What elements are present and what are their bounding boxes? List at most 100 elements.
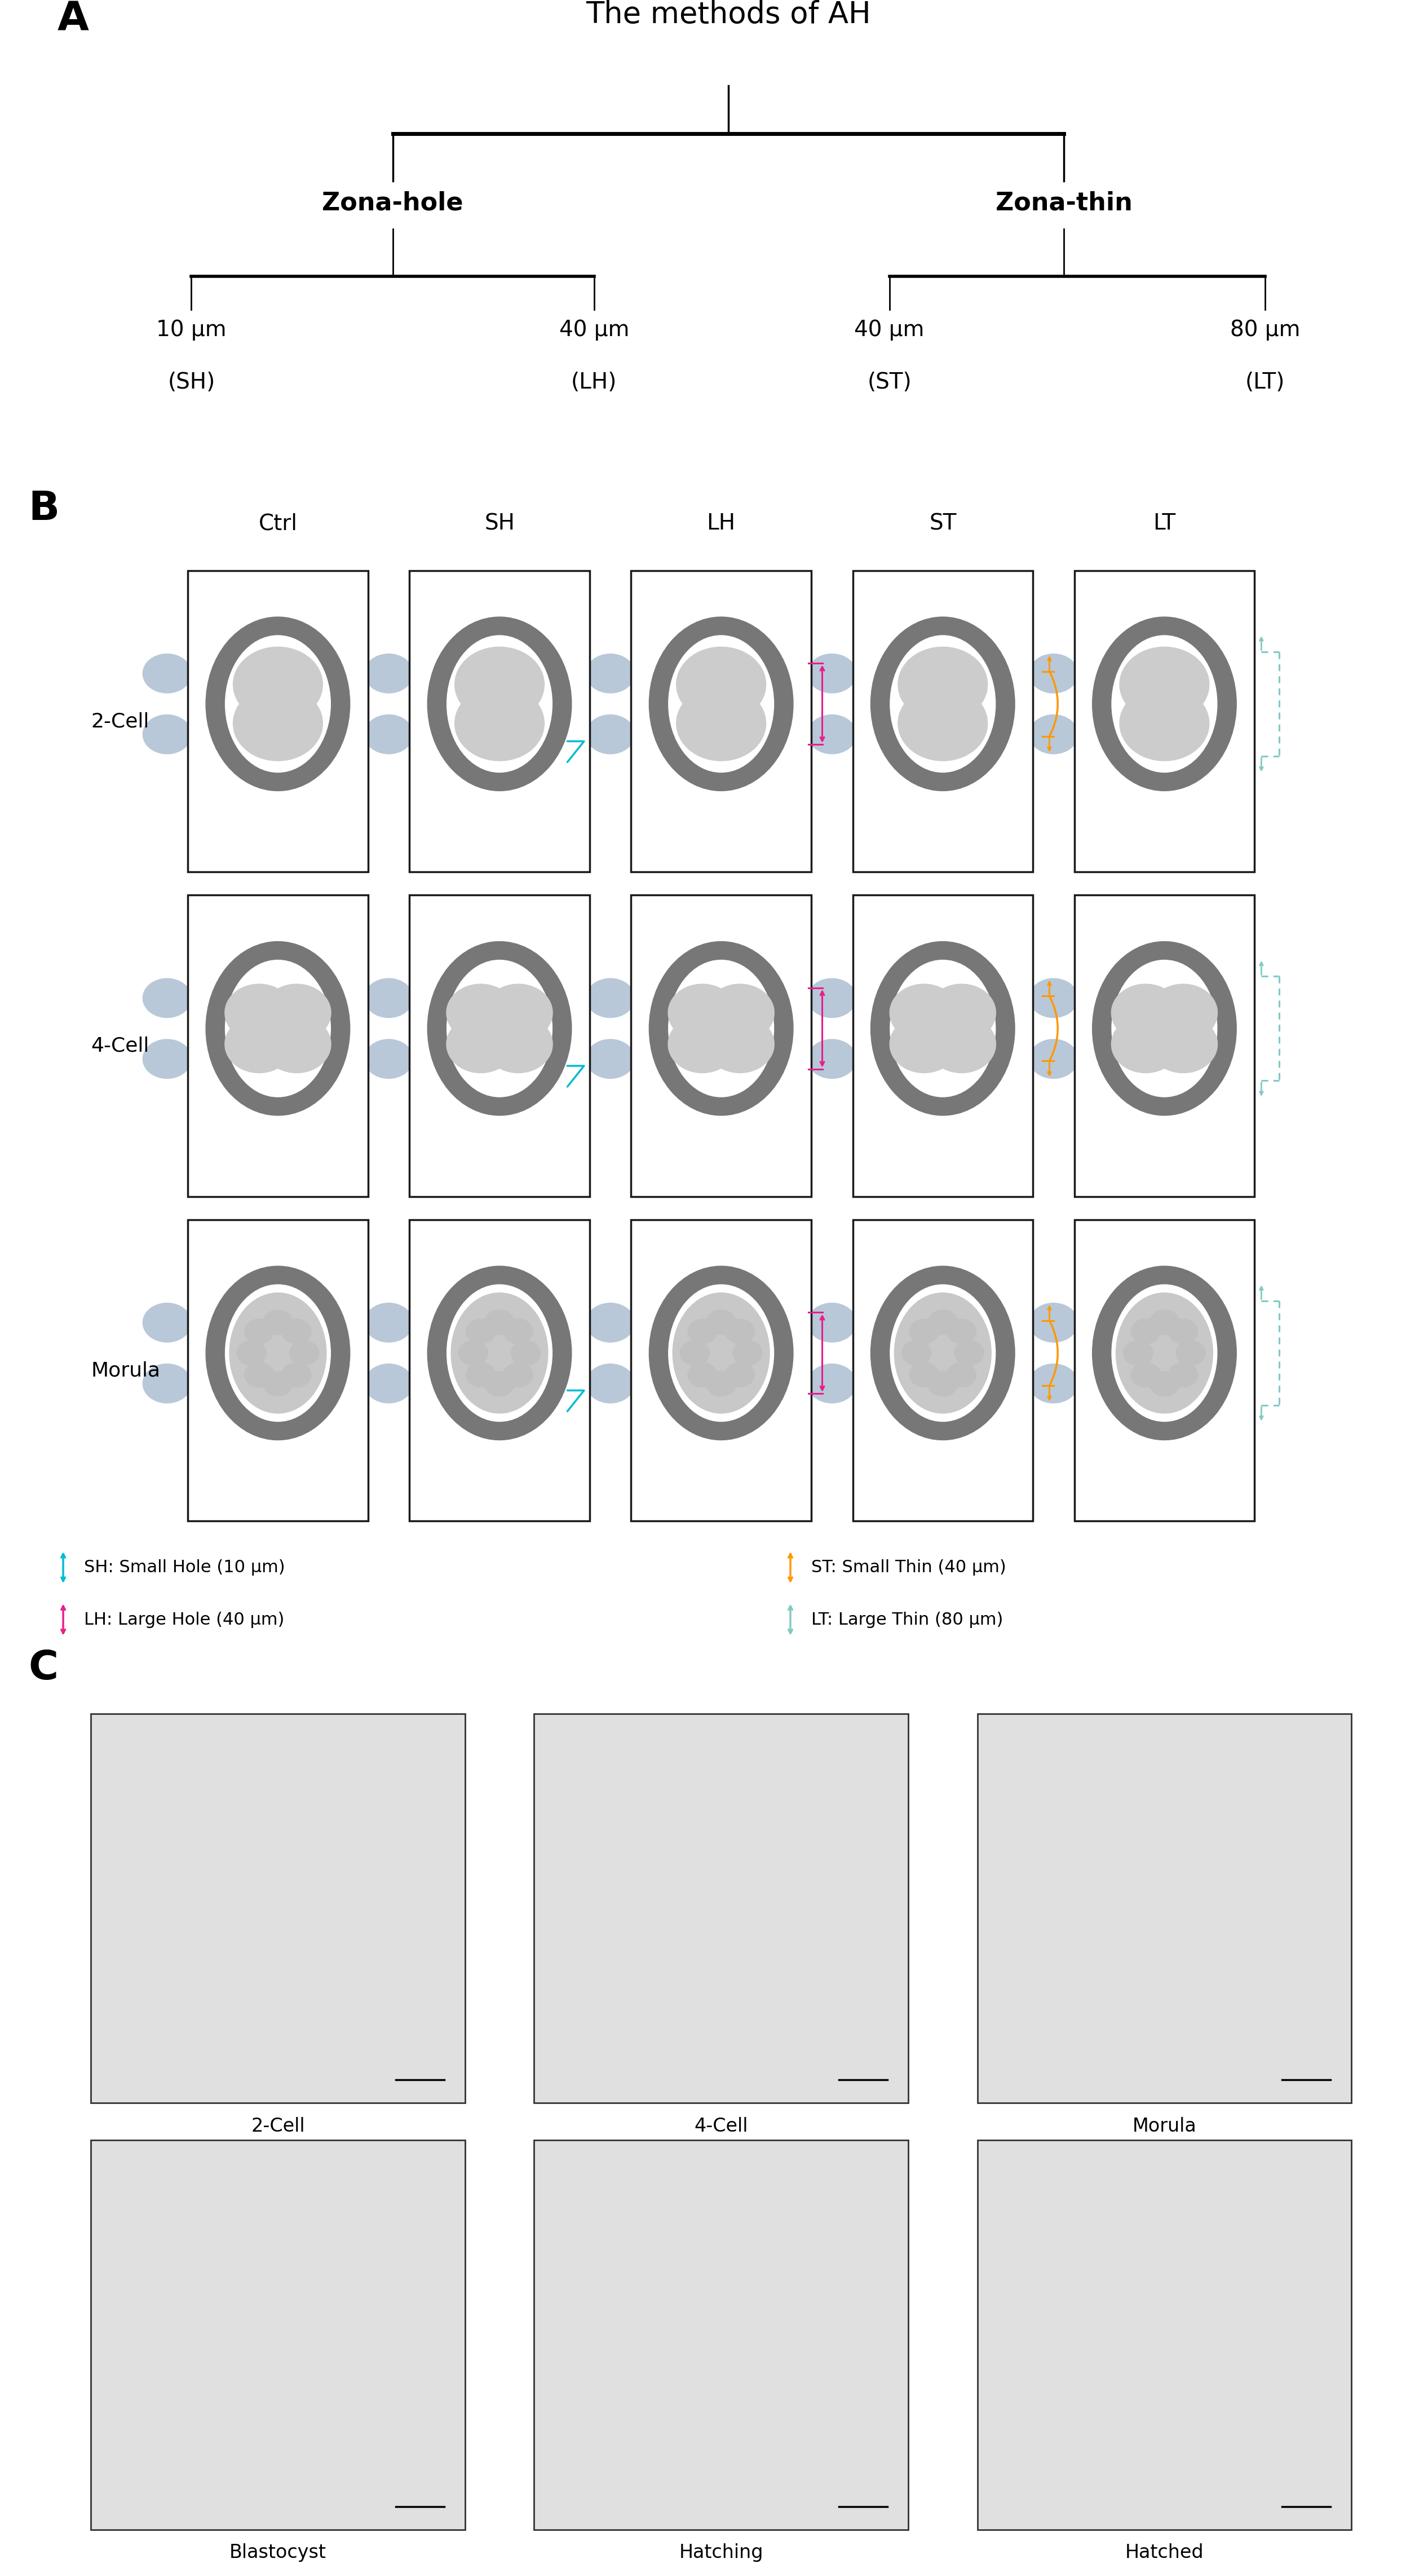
Ellipse shape bbox=[808, 714, 857, 755]
Ellipse shape bbox=[1030, 979, 1078, 1018]
Text: 4-Cell: 4-Cell bbox=[91, 1036, 149, 1056]
Text: SH: Small Hole (10 μm): SH: Small Hole (10 μm) bbox=[84, 1558, 286, 1577]
Text: Blastocyst: Blastocyst bbox=[230, 2543, 327, 2563]
Ellipse shape bbox=[206, 616, 350, 791]
Text: C: C bbox=[29, 1649, 59, 1687]
Text: The methods of AH: The methods of AH bbox=[585, 0, 871, 28]
Circle shape bbox=[890, 1015, 958, 1072]
Ellipse shape bbox=[1112, 1285, 1217, 1422]
Bar bbox=[977, 2141, 1351, 2530]
Ellipse shape bbox=[427, 1265, 571, 1440]
Ellipse shape bbox=[143, 1363, 191, 1404]
Circle shape bbox=[928, 1311, 958, 1334]
Circle shape bbox=[928, 1370, 958, 1396]
Circle shape bbox=[458, 1340, 488, 1365]
Text: Morula: Morula bbox=[1132, 2117, 1197, 2136]
Bar bbox=[1074, 569, 1254, 871]
Text: (LT): (LT) bbox=[1245, 371, 1285, 394]
Text: (ST): (ST) bbox=[867, 371, 911, 394]
Text: 2-Cell: 2-Cell bbox=[91, 711, 149, 732]
Text: Morula: Morula bbox=[91, 1360, 160, 1381]
Ellipse shape bbox=[1092, 1265, 1237, 1440]
Ellipse shape bbox=[143, 714, 191, 755]
Circle shape bbox=[454, 647, 544, 721]
Circle shape bbox=[484, 984, 553, 1041]
Circle shape bbox=[484, 1311, 514, 1334]
Ellipse shape bbox=[1030, 1038, 1078, 1079]
Ellipse shape bbox=[650, 616, 793, 791]
Circle shape bbox=[244, 1319, 274, 1345]
Bar bbox=[410, 894, 590, 1195]
Bar bbox=[534, 1713, 908, 2102]
Text: Hatched: Hatched bbox=[1125, 2543, 1204, 2563]
Ellipse shape bbox=[143, 654, 191, 693]
Circle shape bbox=[233, 685, 323, 760]
Text: B: B bbox=[29, 489, 60, 528]
Ellipse shape bbox=[230, 1293, 327, 1414]
Circle shape bbox=[466, 1363, 496, 1386]
Circle shape bbox=[688, 1319, 717, 1345]
Ellipse shape bbox=[585, 654, 634, 693]
Circle shape bbox=[677, 647, 765, 721]
Text: LT: Large Thin (80 μm): LT: Large Thin (80 μm) bbox=[811, 1613, 1002, 1628]
Text: LT: LT bbox=[1152, 513, 1175, 533]
Circle shape bbox=[668, 984, 737, 1041]
Text: SH: SH bbox=[484, 513, 514, 533]
Ellipse shape bbox=[650, 940, 793, 1115]
Circle shape bbox=[1120, 647, 1210, 721]
Text: 40 μm: 40 μm bbox=[854, 319, 924, 340]
Ellipse shape bbox=[894, 1293, 991, 1414]
Text: Ctrl: Ctrl bbox=[258, 513, 297, 533]
Circle shape bbox=[281, 1319, 311, 1345]
Ellipse shape bbox=[1112, 961, 1217, 1097]
Circle shape bbox=[233, 647, 323, 721]
Ellipse shape bbox=[808, 1363, 857, 1404]
Circle shape bbox=[263, 984, 331, 1041]
Circle shape bbox=[281, 1363, 311, 1386]
Ellipse shape bbox=[1092, 616, 1237, 791]
Ellipse shape bbox=[143, 979, 191, 1018]
Circle shape bbox=[511, 1340, 541, 1365]
Circle shape bbox=[668, 1015, 737, 1072]
Ellipse shape bbox=[1030, 654, 1078, 693]
Ellipse shape bbox=[364, 1038, 413, 1079]
Circle shape bbox=[484, 1370, 514, 1396]
Ellipse shape bbox=[447, 636, 553, 773]
Circle shape bbox=[1131, 1363, 1161, 1386]
Ellipse shape bbox=[650, 1265, 793, 1440]
Text: ST: ST bbox=[930, 513, 957, 533]
Bar bbox=[977, 2141, 1351, 2530]
Ellipse shape bbox=[143, 1303, 191, 1342]
Text: (LH): (LH) bbox=[571, 371, 617, 394]
Circle shape bbox=[947, 1319, 977, 1345]
Ellipse shape bbox=[871, 1265, 1015, 1440]
Circle shape bbox=[1177, 1340, 1205, 1365]
Ellipse shape bbox=[890, 961, 995, 1097]
Circle shape bbox=[1131, 1319, 1161, 1345]
Circle shape bbox=[947, 1363, 977, 1386]
Ellipse shape bbox=[226, 961, 330, 1097]
Circle shape bbox=[680, 1340, 710, 1365]
Ellipse shape bbox=[226, 636, 330, 773]
Circle shape bbox=[224, 1015, 293, 1072]
Circle shape bbox=[725, 1363, 754, 1386]
Circle shape bbox=[1150, 1370, 1180, 1396]
Ellipse shape bbox=[668, 1285, 774, 1422]
Bar bbox=[188, 894, 368, 1195]
Circle shape bbox=[910, 1319, 938, 1345]
Text: LH: Large Hole (40 μm): LH: Large Hole (40 μm) bbox=[84, 1613, 284, 1628]
Bar bbox=[91, 2141, 466, 2530]
Text: 40 μm: 40 μm bbox=[558, 319, 630, 340]
Bar bbox=[534, 1713, 908, 2102]
Circle shape bbox=[504, 1363, 533, 1386]
Bar bbox=[91, 1713, 466, 2102]
Circle shape bbox=[927, 1015, 995, 1072]
Circle shape bbox=[707, 1370, 735, 1396]
Ellipse shape bbox=[808, 979, 857, 1018]
Ellipse shape bbox=[206, 940, 350, 1115]
Text: Hatching: Hatching bbox=[678, 2543, 764, 2563]
Text: Zona-thin: Zona-thin bbox=[995, 191, 1132, 214]
Circle shape bbox=[1168, 1363, 1198, 1386]
Text: LH: LH bbox=[707, 513, 735, 533]
Circle shape bbox=[263, 1311, 293, 1334]
